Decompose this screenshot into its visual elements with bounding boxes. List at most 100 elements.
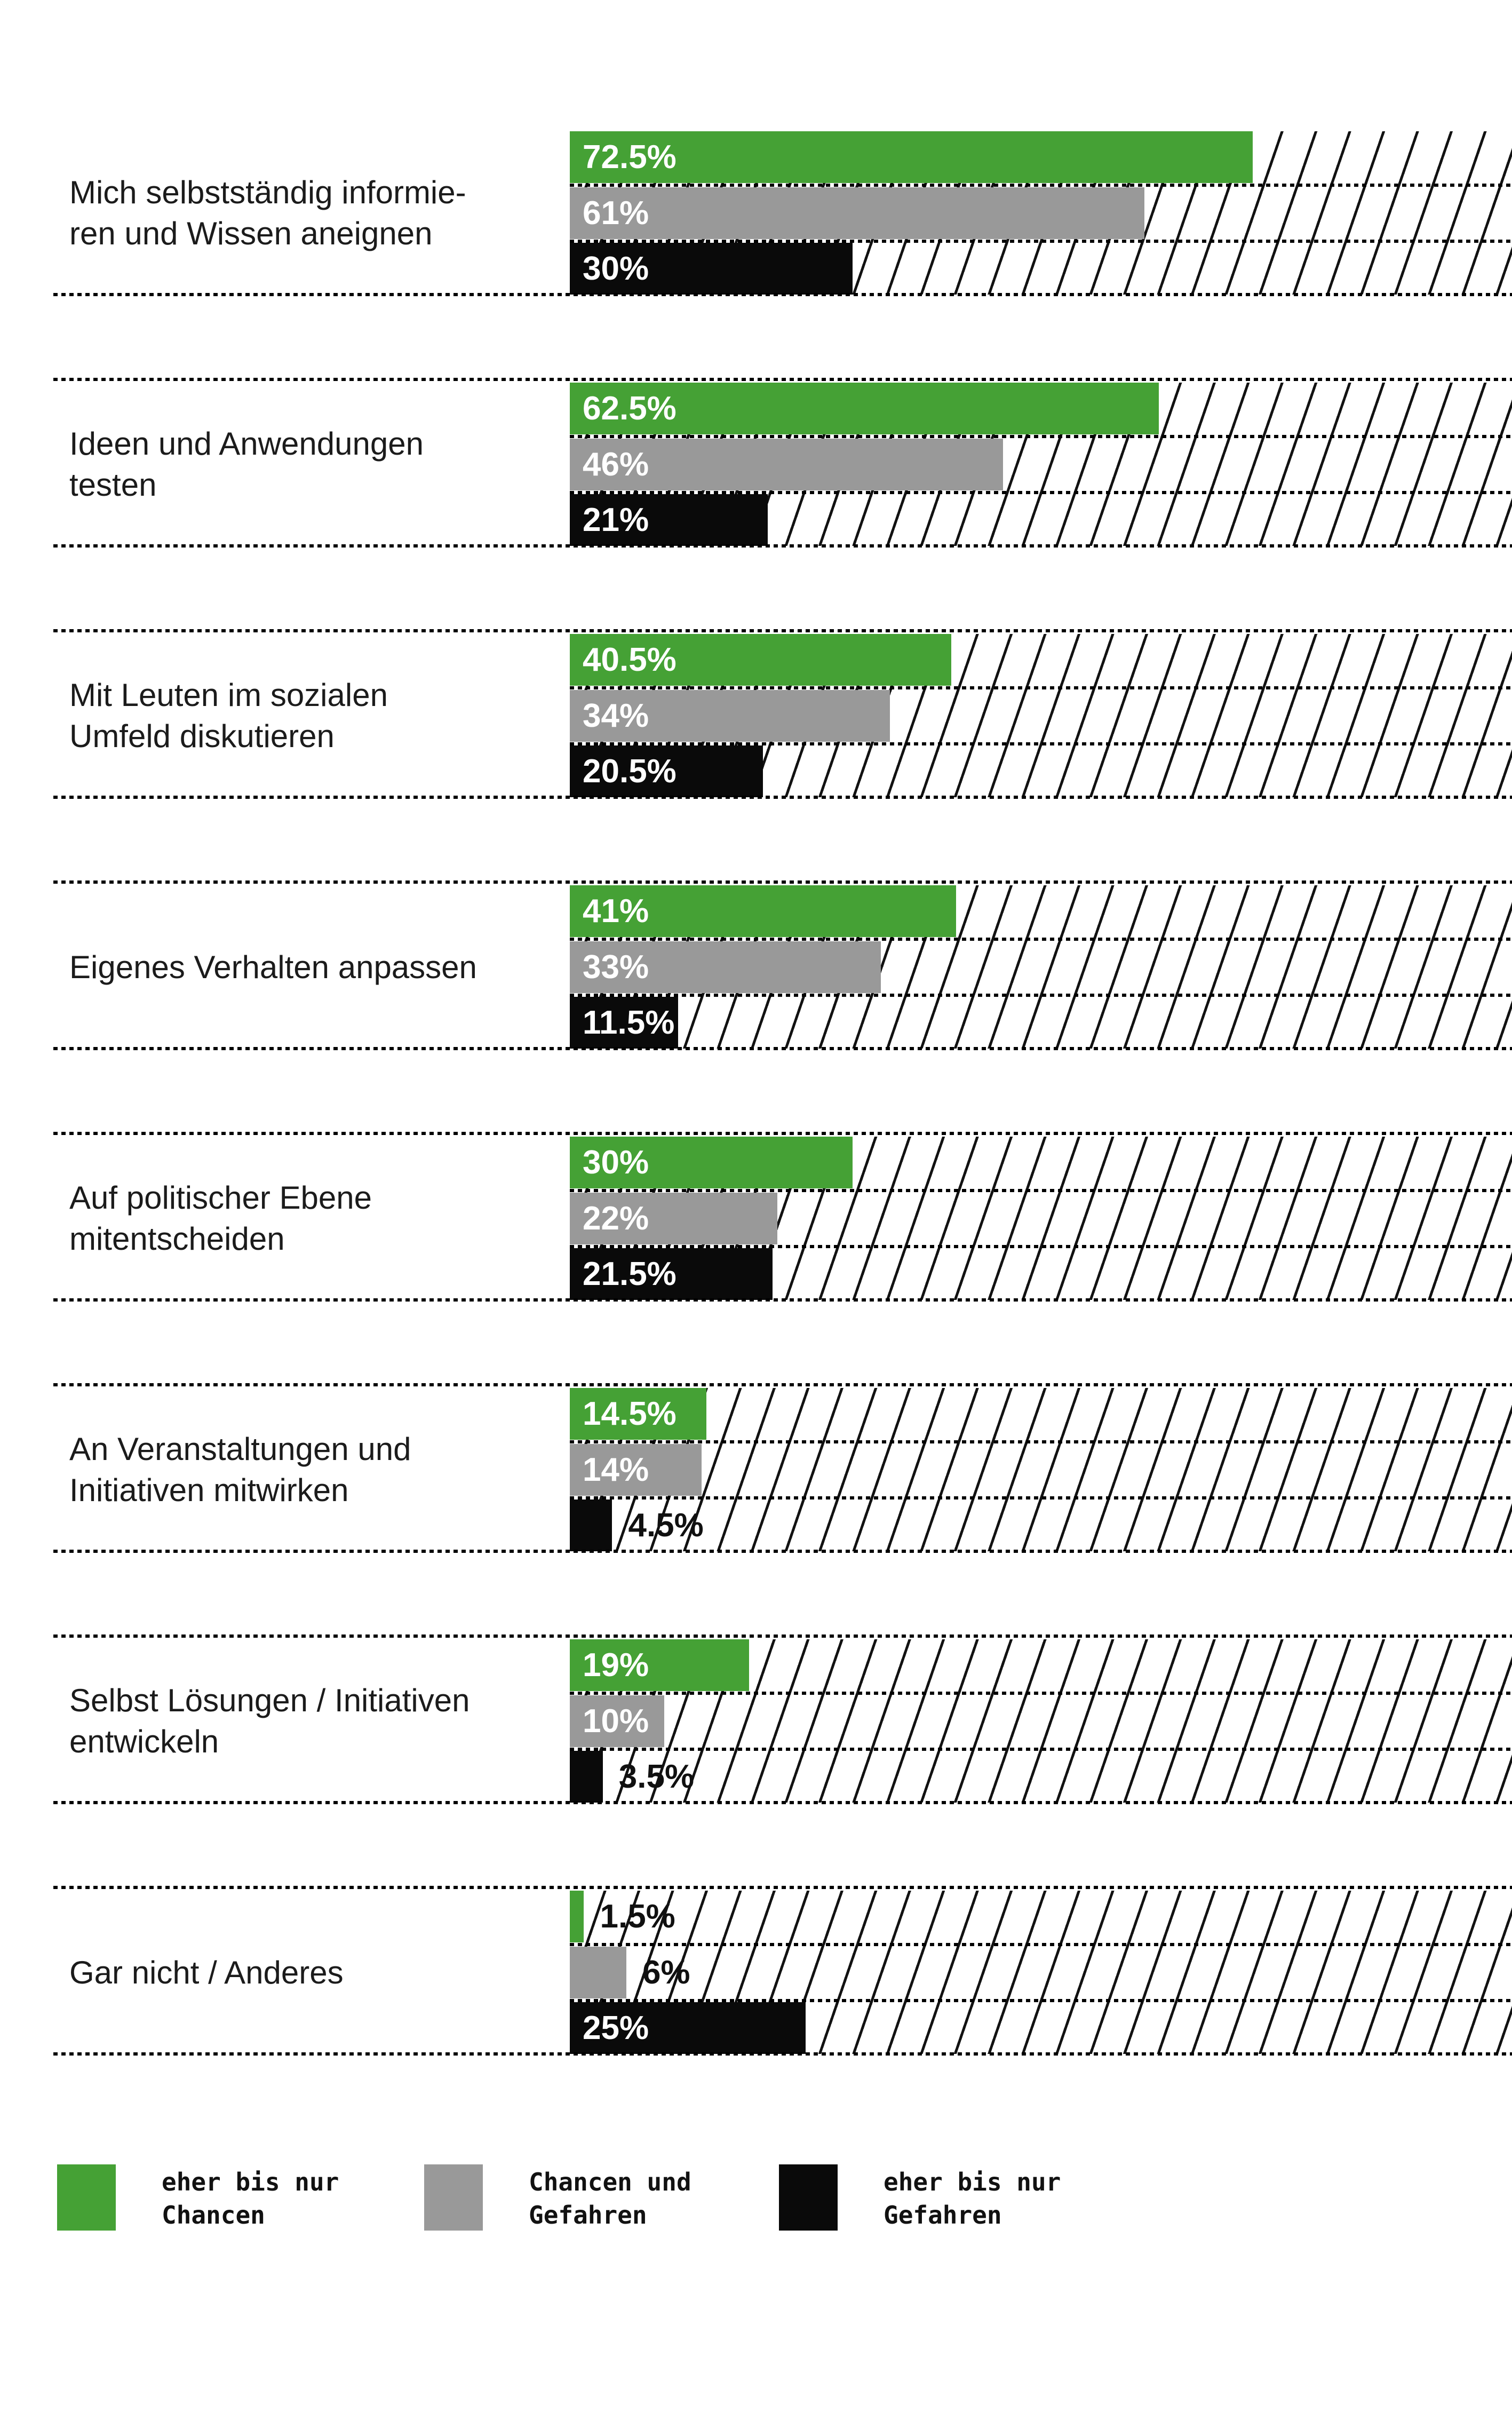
category-label: An Veranstaltungen und Initiativen mitwi… bbox=[69, 1431, 411, 1508]
dotted-separator-mid bbox=[570, 742, 1512, 745]
chart-row-group: Mich selbstständig informie- ren und Wis… bbox=[0, 131, 1512, 296]
chart-row-group: Gar nicht / Anderes 1.5% 6% 25% bbox=[0, 1886, 1512, 2056]
dotted-separator-top bbox=[53, 1886, 1512, 1889]
bar-gefahren: 11.5% bbox=[570, 997, 679, 1049]
dotted-separator-mid bbox=[570, 1496, 1512, 1499]
bar-value-label: 46% bbox=[583, 446, 649, 483]
bar-track-hatch: 14.5% 14% 4.5% bbox=[53, 1383, 1512, 1553]
bar-value-label-outside: 6% bbox=[642, 1954, 690, 1991]
dotted-separator-mid bbox=[570, 240, 1512, 243]
bar-value-label-outside: 1.5% bbox=[600, 1898, 675, 1935]
chart-row-group: Ideen und Anwendungen testen 62.5% 46% 2… bbox=[0, 378, 1512, 548]
bar-track-hatch: 62.5% 46% 21% bbox=[53, 378, 1512, 548]
bar-value-label-outside: 3.5% bbox=[618, 1758, 695, 1795]
bar-gefahren: 30% bbox=[570, 243, 853, 295]
bar-value-label: 10% bbox=[583, 1703, 649, 1740]
bar-track-hatch: 40.5% 34% 20.5% bbox=[53, 629, 1512, 799]
dotted-separator-bottom bbox=[53, 293, 1512, 296]
dotted-separator-mid bbox=[570, 491, 1512, 494]
bar-chancen: 30% bbox=[570, 1137, 853, 1188]
dotted-separator-mid bbox=[570, 184, 1512, 187]
category-label: Mit Leuten im sozialen Umfeld diskutiere… bbox=[69, 677, 388, 754]
bar-chancen: 72.5% bbox=[570, 131, 1253, 183]
bar-track-hatch: 1.5% 6% 25% bbox=[53, 1886, 1512, 2056]
bar-value-label: 30% bbox=[583, 1144, 649, 1181]
bar-gefahren bbox=[570, 1499, 612, 1551]
dotted-separator-mid bbox=[570, 1440, 1512, 1443]
bar-chancen: 19% bbox=[570, 1639, 749, 1691]
chart-row-group: Auf politischer Ebene mitentscheiden 30%… bbox=[0, 1132, 1512, 1302]
bar-value-label: 20.5% bbox=[583, 753, 677, 790]
dotted-separator-mid bbox=[570, 1692, 1512, 1695]
category-label: Ideen und Anwendungen testen bbox=[69, 426, 424, 503]
category-label: Eigenes Verhalten anpassen bbox=[69, 949, 477, 985]
chart-row-group: Eigenes Verhalten anpassen 41% 33% 11.5% bbox=[0, 880, 1512, 1050]
dotted-separator-top bbox=[53, 1132, 1512, 1135]
dotted-separator-mid bbox=[570, 1943, 1512, 1946]
bar-gefahren bbox=[570, 1751, 603, 1803]
legend-item-chancen-und-gefahren: Chancen und Gefahren bbox=[424, 2164, 691, 2232]
dotted-separator-top bbox=[53, 629, 1512, 632]
legend-swatch-green bbox=[57, 2164, 116, 2231]
bar-gefahren: 20.5% bbox=[570, 745, 763, 797]
dotted-separator-bottom bbox=[53, 544, 1512, 548]
bar-chancen: 14.5% bbox=[570, 1388, 707, 1440]
bar-value-label: 21% bbox=[583, 502, 649, 538]
dotted-separator-top bbox=[53, 1635, 1512, 1638]
bar-chancen-und-gefahren: 14% bbox=[570, 1444, 702, 1496]
bar-gefahren: 21.5% bbox=[570, 1248, 773, 1300]
legend-swatch-black bbox=[779, 2164, 838, 2231]
bar-chancen-und-gefahren: 22% bbox=[570, 1193, 777, 1244]
bar-chancen-und-gefahren bbox=[570, 1947, 626, 1998]
dotted-separator-top bbox=[53, 1383, 1512, 1386]
bar-value-label: 61% bbox=[583, 195, 649, 232]
bar-value-label: 14% bbox=[583, 1451, 649, 1488]
dotted-separator-mid bbox=[570, 1189, 1512, 1192]
category-label: Gar nicht / Anderes bbox=[69, 1954, 344, 1990]
chart-row-group: An Veranstaltungen und Initiativen mitwi… bbox=[0, 1383, 1512, 1553]
bar-value-label: 25% bbox=[583, 2010, 649, 2046]
bar-value-label: 34% bbox=[583, 697, 649, 734]
bar-value-label-outside: 4.5% bbox=[628, 1507, 704, 1544]
bar-value-label: 40.5% bbox=[583, 641, 677, 678]
bar-chancen-und-gefahren: 34% bbox=[570, 690, 890, 742]
bar-value-label: 11.5% bbox=[583, 1004, 675, 1041]
bar-chancen-und-gefahren: 33% bbox=[570, 941, 881, 993]
bar-value-label: 72.5% bbox=[583, 139, 677, 176]
chart-row-group: Selbst Lösungen / Initiativen entwickeln… bbox=[0, 1635, 1512, 1804]
dotted-separator-mid bbox=[570, 938, 1512, 941]
bar-value-label: 41% bbox=[583, 893, 649, 930]
dotted-separator-bottom bbox=[53, 1550, 1512, 1553]
dotted-separator-bottom bbox=[53, 796, 1512, 799]
legend-label: eher bis nur Chancen bbox=[162, 2168, 339, 2229]
bar-chancen-und-gefahren: 10% bbox=[570, 1695, 664, 1747]
bar-value-label: 33% bbox=[583, 949, 649, 986]
bar-track-hatch: 72.5% 61% 30% bbox=[53, 131, 1512, 296]
legend-label: eher bis nur Gefahren bbox=[884, 2168, 1061, 2229]
legend-item-chancen: eher bis nur Chancen bbox=[57, 2164, 339, 2232]
bar-chancen bbox=[570, 1891, 584, 1942]
dotted-separator-mid bbox=[570, 435, 1512, 438]
dotted-separator-mid bbox=[570, 1748, 1512, 1751]
legend-swatch-gray bbox=[424, 2164, 483, 2231]
dotted-separator-mid bbox=[570, 994, 1512, 997]
category-label: Selbst Lösungen / Initiativen entwickeln bbox=[69, 1683, 470, 1759]
dotted-separator-bottom bbox=[53, 1298, 1512, 1302]
legend-item-gefahren: eher bis nur Gefahren bbox=[779, 2164, 1061, 2232]
dotted-separator-bottom bbox=[53, 1047, 1512, 1050]
bar-value-label: 14.5% bbox=[583, 1395, 677, 1432]
bar-chancen-und-gefahren: 46% bbox=[570, 439, 1004, 490]
bar-value-label: 19% bbox=[583, 1647, 649, 1684]
legend: eher bis nur Chancen Chancen und Gefahre… bbox=[0, 2164, 1512, 2271]
bar-value-label: 22% bbox=[583, 1200, 649, 1237]
bar-track-hatch: 30% 22% 21.5% bbox=[53, 1132, 1512, 1302]
dotted-separator-top bbox=[53, 378, 1512, 381]
dotted-separator-mid bbox=[570, 1245, 1512, 1248]
legend-label: Chancen und Gefahren bbox=[529, 2168, 691, 2229]
bar-chancen: 62.5% bbox=[570, 383, 1159, 434]
bar-chancen: 41% bbox=[570, 885, 957, 937]
dotted-separator-mid bbox=[570, 686, 1512, 689]
dotted-separator-bottom bbox=[53, 2052, 1512, 2056]
category-label: Auf politischer Ebene mitentscheiden bbox=[69, 1180, 372, 1257]
bar-gefahren: 21% bbox=[570, 494, 768, 546]
